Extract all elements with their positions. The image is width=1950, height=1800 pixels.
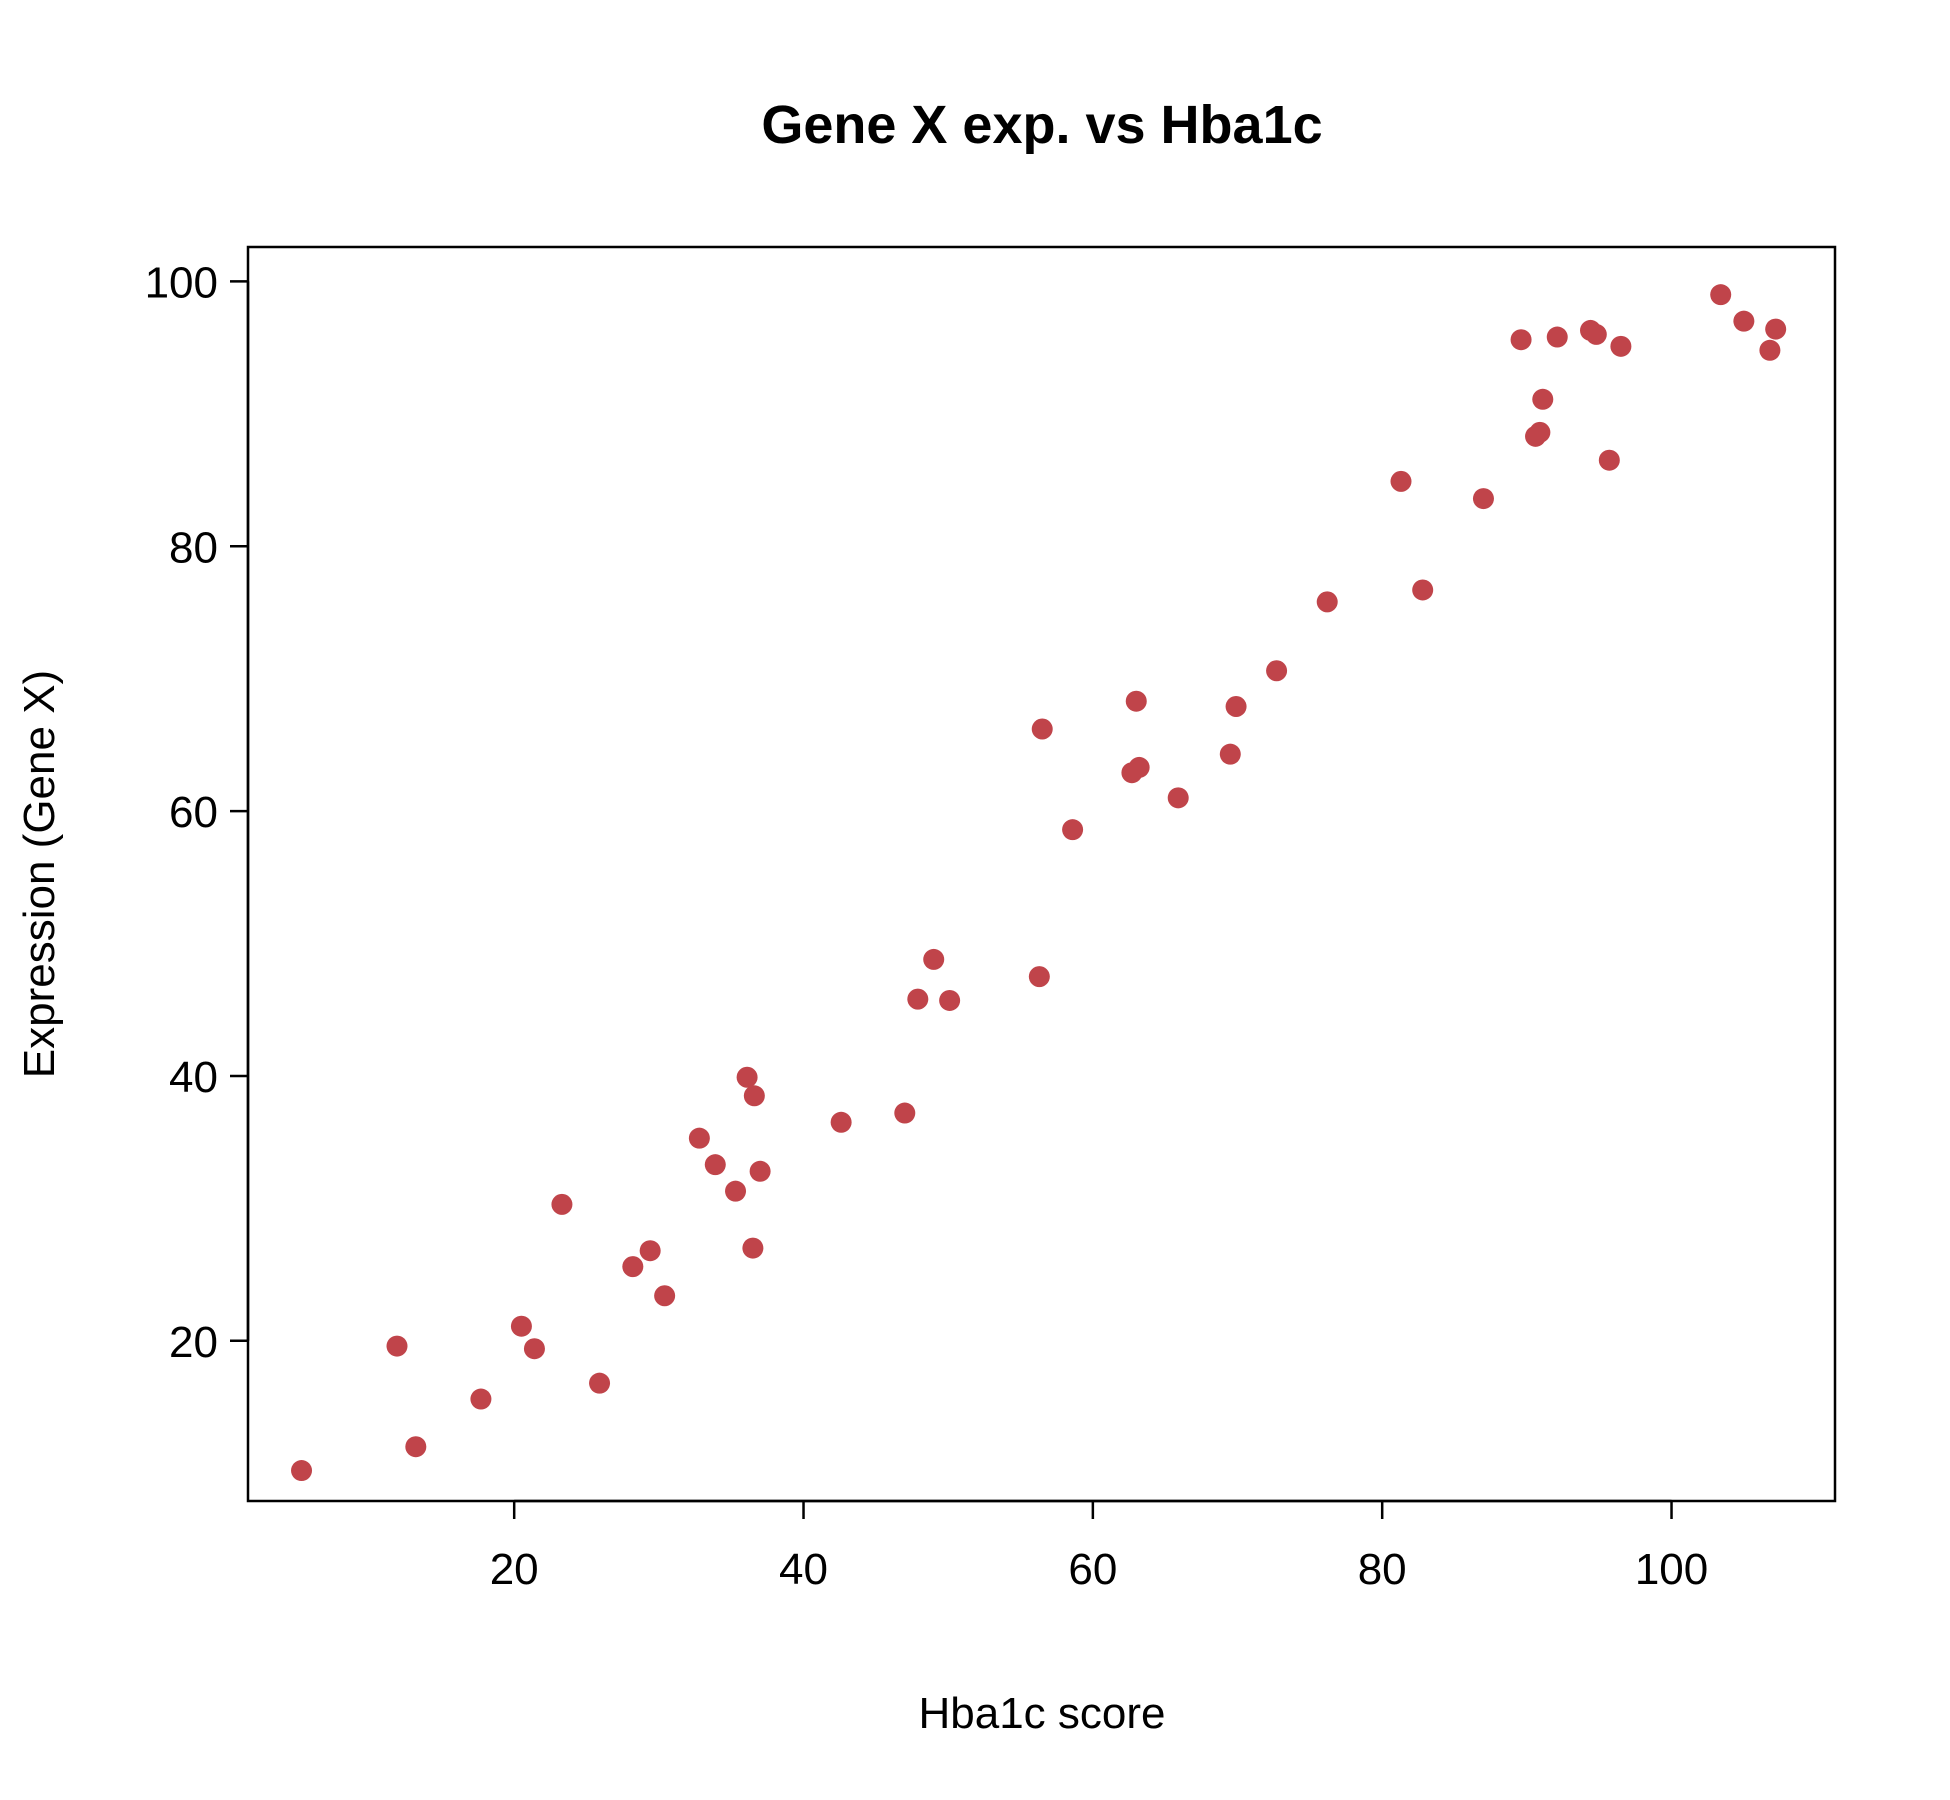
- y-tick-label: 40: [169, 1053, 218, 1102]
- x-tick-label: 80: [1358, 1545, 1407, 1594]
- data-point: [1472, 488, 1494, 510]
- y-axis-label: Expression (Gene X): [15, 670, 64, 1078]
- data-point: [1125, 690, 1147, 712]
- data-point: [291, 1460, 313, 1482]
- data-point: [1412, 579, 1434, 601]
- data-point: [639, 1240, 661, 1262]
- data-point: [923, 948, 945, 970]
- chart-title: Gene X exp. vs Hba1c: [761, 95, 1322, 155]
- data-point: [939, 989, 961, 1011]
- data-point: [736, 1066, 758, 1088]
- data-point: [1710, 284, 1732, 306]
- x-tick-label: 40: [779, 1545, 828, 1594]
- data-point: [1031, 718, 1053, 740]
- data-point: [1598, 449, 1620, 471]
- data-point: [1062, 819, 1084, 841]
- data-point: [1733, 310, 1755, 332]
- data-point: [1316, 591, 1338, 613]
- data-point: [749, 1160, 771, 1182]
- data-point: [470, 1388, 492, 1410]
- data-point: [622, 1256, 644, 1278]
- data-point: [1546, 326, 1568, 348]
- data-point: [1532, 388, 1554, 410]
- data-points: [291, 284, 1787, 1482]
- y-tick-label: 20: [169, 1318, 218, 1367]
- data-point: [1128, 756, 1150, 778]
- y-tick-label: 100: [145, 258, 218, 307]
- data-point: [725, 1180, 747, 1202]
- data-point: [742, 1237, 764, 1259]
- data-point: [1765, 318, 1787, 340]
- data-point: [1529, 421, 1551, 443]
- data-point: [1219, 743, 1241, 765]
- data-point: [704, 1154, 726, 1176]
- x-tick-label: 100: [1635, 1545, 1708, 1594]
- data-point: [743, 1085, 765, 1107]
- data-point: [1266, 660, 1288, 682]
- data-point: [589, 1372, 611, 1394]
- data-point: [1759, 339, 1781, 361]
- data-point: [523, 1338, 545, 1360]
- data-point: [1510, 329, 1532, 351]
- x-axis: 20 40 60 80 100: [490, 1499, 1708, 1594]
- data-point: [654, 1285, 676, 1307]
- data-point: [1610, 335, 1632, 357]
- x-tick-label: 60: [1068, 1545, 1117, 1594]
- y-tick-label: 80: [169, 523, 218, 572]
- data-point: [1225, 695, 1247, 717]
- data-point: [1167, 787, 1189, 809]
- data-point: [894, 1102, 916, 1124]
- data-point: [1028, 966, 1050, 988]
- data-point: [510, 1315, 532, 1337]
- x-tick-label: 20: [490, 1545, 539, 1594]
- y-axis: 20 40 60 80 100: [145, 258, 250, 1367]
- data-point: [907, 988, 929, 1010]
- x-axis-label: Hba1c score: [918, 1689, 1165, 1738]
- data-point: [1390, 470, 1412, 492]
- data-point: [551, 1193, 573, 1215]
- y-tick-label: 60: [169, 788, 218, 837]
- data-point: [1585, 323, 1607, 345]
- data-point: [386, 1335, 408, 1357]
- data-point: [688, 1127, 710, 1149]
- data-point: [830, 1111, 852, 1133]
- plot-frame: [246, 245, 1837, 1503]
- data-point: [405, 1436, 427, 1458]
